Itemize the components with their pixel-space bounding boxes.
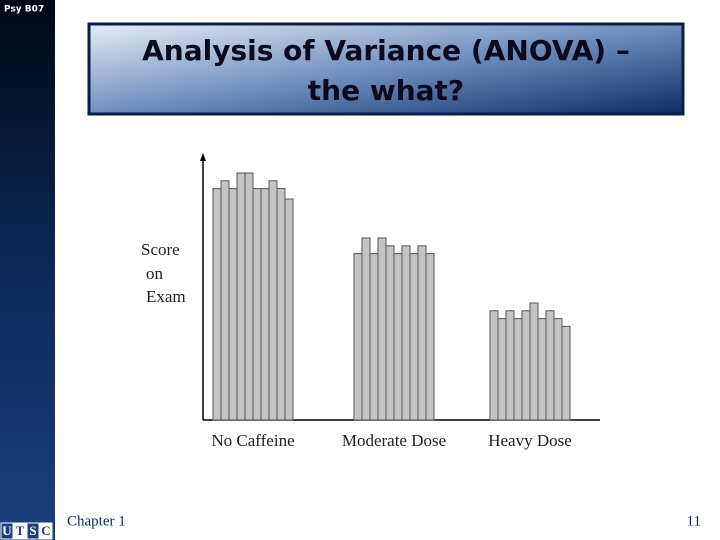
bar	[529, 302, 539, 421]
title: Analysis of Variance (ANOVA) –	[142, 34, 630, 67]
bar	[489, 310, 499, 421]
logo-box	[13, 522, 27, 540]
y-axis-label: Score	[141, 240, 180, 259]
title-box	[87, 22, 685, 116]
sidebar	[0, 0, 55, 540]
chapter: Chapter 1	[67, 513, 126, 529]
x-tick-label: Heavy Dose	[488, 431, 572, 450]
bar	[393, 253, 403, 421]
y-axis-label: on	[146, 264, 164, 283]
bar	[244, 172, 254, 421]
bar	[553, 318, 563, 421]
bar	[409, 253, 419, 421]
logo-box	[0, 522, 14, 540]
bar	[377, 237, 387, 421]
bar	[353, 253, 363, 421]
bar	[228, 188, 238, 421]
logo-box	[39, 522, 53, 540]
bar	[425, 253, 435, 421]
logo-letter: U	[2, 523, 12, 538]
bar	[369, 253, 379, 421]
bar	[252, 188, 262, 421]
bar	[212, 188, 222, 421]
course-label: Psy B07	[4, 5, 44, 15]
x-tick-label: Moderate Dose	[342, 431, 446, 450]
bar	[505, 310, 515, 421]
bar	[276, 188, 286, 421]
bar	[497, 318, 507, 421]
bar	[385, 245, 395, 421]
logo-box	[26, 522, 40, 540]
bar	[537, 318, 547, 421]
bar	[561, 325, 571, 421]
bar	[260, 188, 270, 421]
bar	[417, 245, 427, 421]
logo-letter: T	[16, 523, 25, 538]
bar	[401, 245, 411, 421]
logo-letter: C	[41, 523, 50, 538]
x-tick-label: No Caffeine	[211, 431, 294, 450]
bar	[284, 198, 294, 421]
title: the what?	[308, 74, 464, 107]
bar	[545, 310, 555, 421]
bar	[268, 180, 278, 421]
bar	[361, 237, 371, 421]
axis-arrow	[200, 153, 206, 161]
page-number: 11	[687, 513, 701, 529]
logo-letter: S	[29, 523, 36, 538]
y-axis-label: Exam	[146, 287, 186, 306]
bar	[513, 318, 523, 421]
bar	[220, 180, 230, 421]
bar	[236, 172, 246, 421]
bar	[521, 310, 531, 421]
